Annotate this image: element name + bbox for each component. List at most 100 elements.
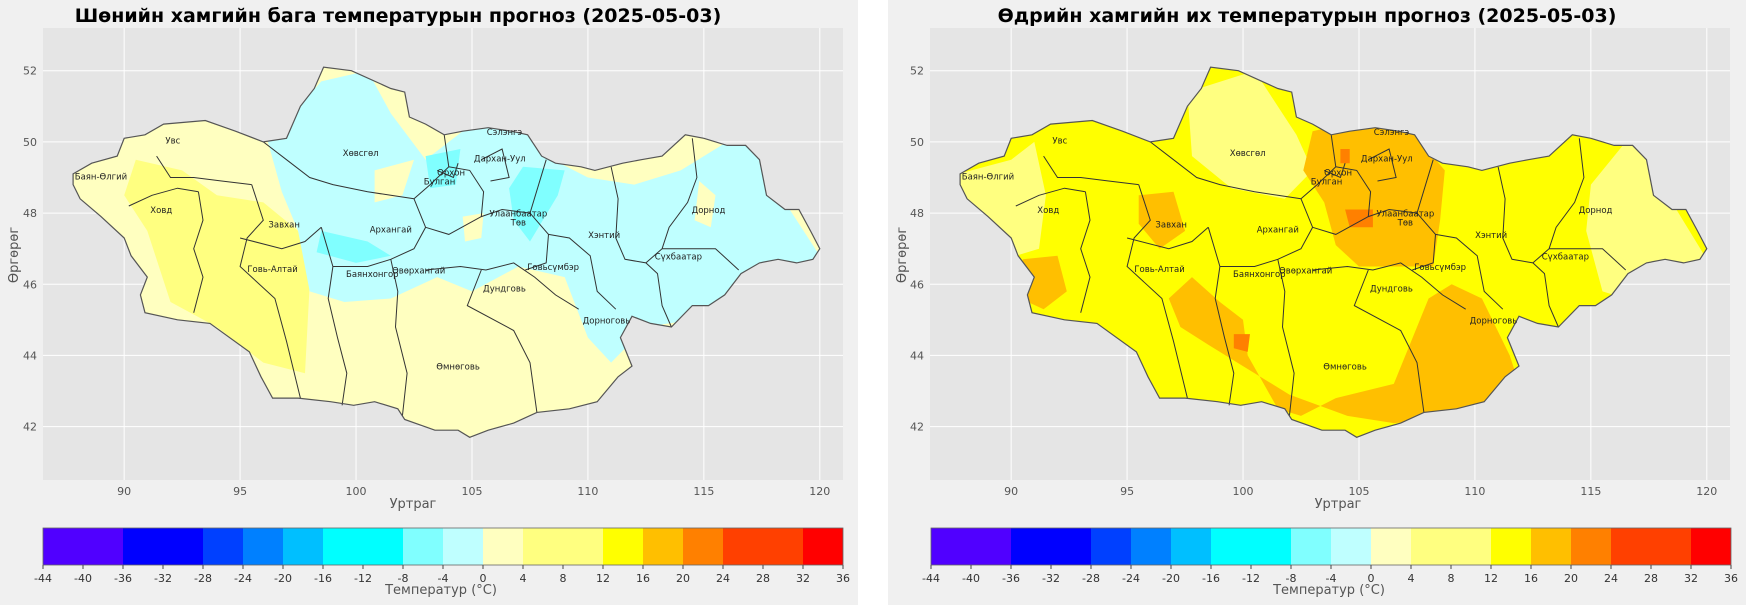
max-temp-panel: Өдрийн хамгийн их температурын прогноз (… (888, 0, 1746, 605)
temperature-region (1187, 70, 1313, 199)
province-border (548, 233, 617, 310)
province-border (1323, 163, 1346, 179)
province-border (425, 208, 550, 271)
province-border (425, 262, 579, 310)
colorbar-tick-label: 4 (520, 572, 527, 585)
colorbar-tick-label: 36 (1724, 572, 1738, 585)
colorbar-segment (723, 528, 803, 565)
colorbar-tick-label: 8 (560, 572, 567, 585)
province-label: Увс (1052, 137, 1067, 147)
province-label: Баянхонгор (1233, 270, 1286, 280)
colorbar-segment (603, 528, 643, 565)
colorbar-tick-label: -32 (1042, 572, 1060, 585)
colorbar-tick-label: -32 (154, 572, 172, 585)
x-axis-label: Уртраг (390, 497, 437, 512)
colorbar-tick-label: -12 (354, 572, 372, 585)
province-label: Дорнод (692, 206, 726, 216)
colorbar-segment (643, 528, 683, 565)
province-border (1435, 233, 1504, 310)
colorbar-tick-label: -16 (314, 572, 332, 585)
province-border (466, 269, 538, 413)
y-tick-label: 44 (910, 349, 924, 362)
colorbar-tick-label: -44 (922, 572, 940, 585)
colorbar-tick-label: 20 (1564, 572, 1578, 585)
province-label: Архангай (1257, 226, 1299, 236)
colorbar-tick-label: 0 (480, 572, 487, 585)
province-border (1043, 155, 1139, 186)
colorbar-segment (523, 528, 603, 565)
province-border (1149, 141, 1302, 200)
province-border (1126, 226, 1209, 250)
colorbar-tick-label: -16 (1202, 572, 1220, 585)
y-axis-label: Өргөрөг (7, 227, 22, 283)
x-tick-label: 95 (233, 485, 247, 498)
province-border (1207, 227, 1235, 406)
province-label: Орхон (437, 169, 465, 179)
colorbar-segment (283, 528, 323, 565)
province-border (436, 163, 459, 179)
colorbar-segment (443, 528, 483, 565)
colorbar-segment (1011, 528, 1091, 565)
y-tick-label: 42 (910, 421, 924, 434)
colorbar-tick-label: -24 (234, 572, 252, 585)
colorbar-segment (1531, 528, 1571, 565)
temperature-region (124, 159, 310, 374)
province-label: Дархан-Уул (474, 154, 526, 164)
x-axis-label: Уртраг (1315, 497, 1362, 512)
x-tick-label: 110 (1464, 485, 1485, 498)
province-label: Ховд (150, 206, 172, 216)
province-label: Төв (510, 219, 526, 229)
province-label: Төв (1397, 219, 1413, 229)
colorbar-tick-label: 20 (676, 572, 690, 585)
colorbar-segment (1211, 528, 1291, 565)
colorbar-segment (203, 528, 243, 565)
country-outline (959, 66, 1708, 438)
colorbar-label: Температур (°C) (384, 583, 497, 598)
colorbar-segment (1171, 528, 1211, 565)
y-tick-label: 44 (23, 349, 37, 362)
x-tick-label: 100 (1233, 485, 1254, 498)
province-label: Булган (1311, 178, 1343, 188)
x-tick-label: 100 (346, 485, 367, 498)
province-border (128, 187, 199, 207)
province-border (1219, 198, 1314, 267)
colorbar-segment (1491, 528, 1531, 565)
province-label: Сүхбаатар (1542, 252, 1589, 262)
province-border (1497, 166, 1559, 328)
colorbar-tick-label: -20 (1162, 572, 1180, 585)
province-label: Говь-Алтай (1134, 265, 1184, 275)
colorbar-segment (243, 528, 283, 565)
y-tick-label: 50 (910, 136, 924, 149)
colorbar-tick-label: -28 (194, 572, 212, 585)
colorbar-tick-label: -20 (274, 572, 292, 585)
x-tick-label: 115 (693, 485, 714, 498)
province-label: Завхан (1155, 220, 1186, 230)
province-border (1277, 259, 1295, 416)
colorbar-tick-label: 4 (1408, 572, 1415, 585)
temperature-region (1340, 149, 1350, 164)
x-tick-label: 95 (1120, 485, 1134, 498)
province-border (1549, 248, 1627, 271)
min-temp-figure: Шөнийн хамгийн бага температурын прогноз… (7, 5, 850, 598)
colorbar-tick-label: -40 (74, 572, 92, 585)
province-border (1312, 262, 1466, 310)
colorbar-tick-label: 24 (716, 572, 730, 585)
province-label: Өвөрхангай (392, 267, 445, 277)
temperature-region (1345, 209, 1373, 228)
colorbar-tick-label: 24 (1604, 572, 1618, 585)
province-label: Говь-Алтай (247, 265, 297, 275)
y-tick-label: 48 (23, 207, 37, 220)
x-tick-label: 90 (1004, 485, 1018, 498)
colorbar-tick-label: 16 (1524, 572, 1538, 585)
temperature-region (509, 166, 565, 242)
colorbar-segment (931, 528, 1011, 565)
x-tick-label: 120 (1696, 485, 1717, 498)
colorbar-tick-label: 36 (836, 572, 850, 585)
colorbar-tick-label: 28 (1644, 572, 1658, 585)
colorbar-segment (1291, 528, 1331, 565)
province-border (1300, 166, 1372, 217)
colorbar-segment (1371, 528, 1411, 565)
colorbar-tick-label: -12 (1242, 572, 1260, 585)
province-label: Сэлэнгэ (1374, 128, 1410, 138)
temperature-region (1020, 255, 1067, 310)
